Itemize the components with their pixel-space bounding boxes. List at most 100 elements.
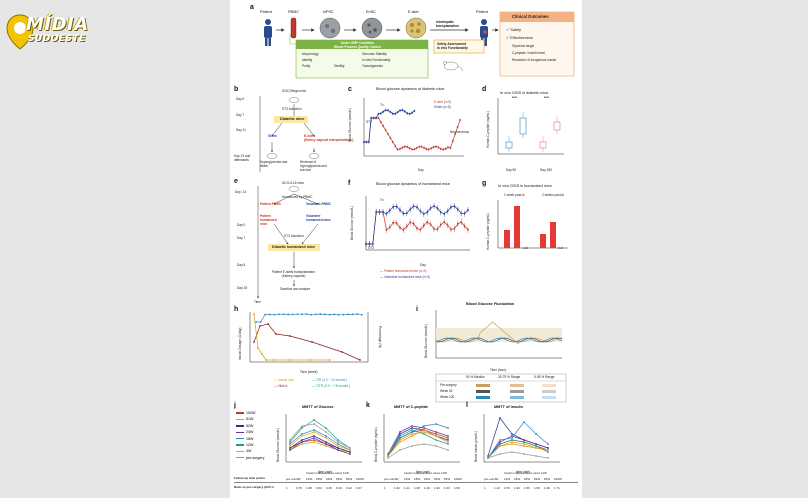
table-value-j-1: 0.78 <box>296 486 306 490</box>
k-series-6-point-5 <box>447 441 449 443</box>
f-patient-point-28 <box>460 221 462 223</box>
f-volunteer-point-27 <box>457 209 459 211</box>
table-value-l-4: 1.56 <box>524 486 534 490</box>
panel-j-letter: j <box>234 402 236 409</box>
l-series-5-point-5 <box>547 451 549 453</box>
table-header-k-2: 12W <box>404 477 414 481</box>
gmp-item-identity: Identity <box>302 58 312 62</box>
e-end: Sacrifice and analyze <box>280 287 310 291</box>
h-legend-titr: — TITR (3.9 ~ 7.8 mmol/L) <box>312 384 350 388</box>
b-day-0: Day 0 <box>236 97 244 101</box>
table-value-l-0: 1 <box>484 486 494 490</box>
c-annot-neph: Nephrectomy <box>450 130 469 134</box>
k-series-7-point-5 <box>447 449 449 451</box>
j-legend-swatch-1 <box>236 419 244 420</box>
d-ylabel: Human C-peptide (ng/mL) <box>486 111 490 148</box>
table-header-j-5: 52W <box>336 477 346 481</box>
j-series-4-point-4 <box>337 443 339 445</box>
f-volunteer-point-8 <box>392 206 394 208</box>
c-eislet-point-9 <box>385 129 387 131</box>
l-series-1-point-3 <box>523 445 525 447</box>
patient-left-icon <box>264 19 272 46</box>
k-series-4-point-5 <box>447 427 449 429</box>
j-series-7-point-5 <box>349 447 351 449</box>
i-ylabel: Blood Glucose (mmol/L) <box>424 324 428 358</box>
h-tir-point-5 <box>278 313 280 315</box>
f-patient-point-9 <box>396 222 398 224</box>
k-series-7-line <box>388 444 448 458</box>
f-patient-point-19 <box>430 223 432 225</box>
h-tir-point-0 <box>255 321 257 323</box>
e-volunteer: Volunteer-PBMC <box>306 202 331 206</box>
l-series-4-point-3 <box>523 421 525 423</box>
f-patient-point-20 <box>433 228 435 230</box>
j-legend-label-6: 4W <box>246 449 251 453</box>
table-value-k-2: 1.21 <box>404 486 414 490</box>
h-hba1c-point-4 <box>289 335 291 337</box>
e-mouse: NCG-IL15 mice <box>282 181 304 185</box>
h-insulin-point-0 <box>253 313 255 315</box>
c-eislet-point-32 <box>440 148 442 150</box>
outcome-safety: ✓ Safety <box>506 27 521 32</box>
e-day-28: Day 28 <box>237 286 247 290</box>
table-header-l-4: 24W <box>524 477 534 481</box>
h-tir-point-12 <box>310 314 312 316</box>
k-series-5-point-2 <box>411 429 413 431</box>
l-series-3-point-4 <box>535 443 537 445</box>
j-legend-label-7: pre-surgery <box>246 456 264 460</box>
j-series-2-point-1 <box>301 439 303 441</box>
table-rule <box>234 482 578 483</box>
j-series-2-point-5 <box>349 451 351 453</box>
k-series-5-point-4 <box>435 439 437 441</box>
f-volunteer-point-30 <box>467 209 469 211</box>
l-series-7-point-5 <box>547 457 549 459</box>
g-bar-1 <box>514 206 520 248</box>
k-series-2-point-2 <box>411 427 413 429</box>
table-row1-label: Follow-up time points <box>234 476 274 480</box>
c-sham-point-14 <box>397 111 399 113</box>
k-series-3-point-3 <box>423 427 425 429</box>
e-humanized: Humanized by PBMC <box>282 195 312 199</box>
chart-f <box>366 196 474 254</box>
table-row2-label: Ratio vs pre-surgery (AUC in MMT test) <box>234 485 274 489</box>
f-patient-point-14 <box>413 223 415 225</box>
l-series-7-point-3 <box>523 453 525 455</box>
c-eislet-point-26 <box>426 148 428 150</box>
c-eislet-point-16 <box>402 147 404 149</box>
j-legend-swatch-6 <box>236 451 244 452</box>
e-day-0: Day 0 <box>237 223 245 227</box>
h-tir-point-22 <box>356 313 358 315</box>
d-group-180: Day 180 <box>540 168 552 172</box>
j-series-7-point-4 <box>337 441 339 443</box>
chart-i <box>436 310 566 362</box>
k-title: MMTT of C-peptide <box>394 405 428 409</box>
k-series-3-point-4 <box>435 431 437 433</box>
c-eislet-point-25 <box>423 147 425 149</box>
f-volunteer-point-5 <box>382 211 384 213</box>
h-ylabel-right: Percentage (%) <box>378 326 382 348</box>
c-sham-point-19 <box>409 113 411 115</box>
h-hba1c-point-3 <box>275 333 277 335</box>
c-eislet-point-12 <box>392 141 394 143</box>
i-xlabel: Time (hour) <box>490 368 506 372</box>
h-tir-point-19 <box>343 314 345 316</box>
c-sham-point-2 <box>368 141 370 143</box>
g-bar-3 <box>550 222 556 248</box>
table-header-j-1: 4W <box>296 477 306 481</box>
i-legend-row-2: Week 52 <box>440 389 453 393</box>
h-hba1c-point-6 <box>341 351 343 353</box>
h-tir-point-6 <box>283 313 285 315</box>
h-tir-point-20 <box>347 313 349 315</box>
c-sham-point-5 <box>375 117 377 119</box>
l-series-3-point-3 <box>523 439 525 441</box>
gmp-item-morphology: Morphology <box>302 52 319 56</box>
c-eislet-point-24 <box>421 146 423 148</box>
table-value-k-7: 1.50 <box>454 486 464 490</box>
f-volunteer-point-16 <box>420 210 422 212</box>
table-value-j-4: 0.45 <box>326 486 336 490</box>
c-eislet-point-14 <box>397 149 399 151</box>
j-title: MMTT of Glucose <box>302 405 334 409</box>
h-insulin-point-2 <box>261 353 263 355</box>
k-series-4-point-4 <box>435 423 437 425</box>
c-sham-point-16 <box>402 109 404 111</box>
